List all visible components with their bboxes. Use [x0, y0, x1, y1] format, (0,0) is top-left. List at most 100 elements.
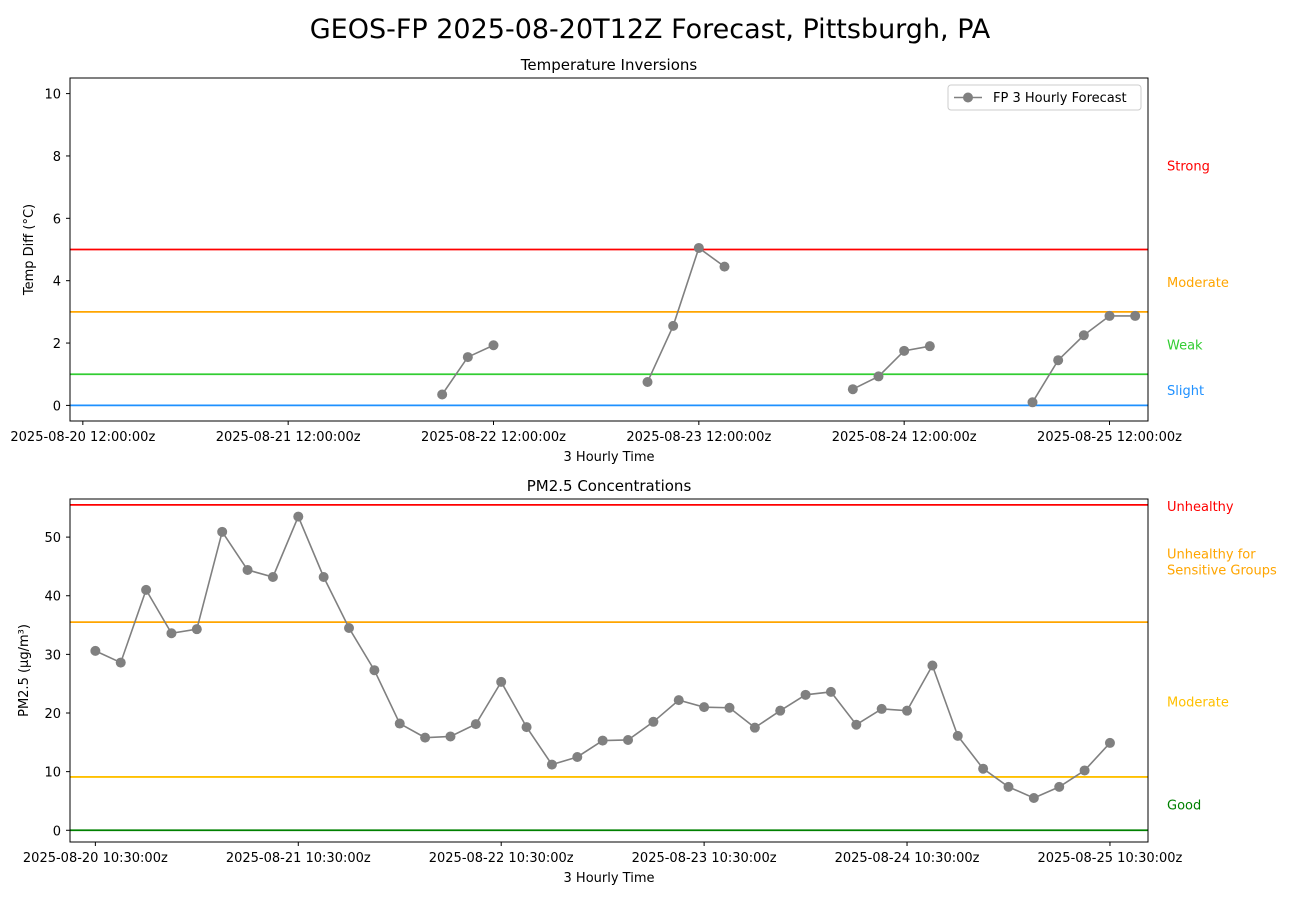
temp-data-point [924, 341, 935, 352]
pm25-data-point [191, 624, 202, 635]
temp-category-label: Slight [1167, 384, 1204, 399]
pm25-data-point [115, 657, 126, 668]
temp-y-tick-label: 4 [53, 275, 61, 290]
temp-data-point [642, 377, 653, 388]
pm25-data-point [597, 735, 608, 746]
pm25-data-point [724, 702, 735, 713]
pm25-y-tick-label: 20 [44, 707, 61, 722]
temp-axes-frame [69, 77, 1149, 422]
figure-title: GEOS-FP 2025-08-20T12Z Forecast, Pittsbu… [309, 14, 991, 45]
pm25-data-point [293, 511, 304, 522]
temp-series-line [1031, 315, 1136, 403]
pm25-data-point [775, 705, 786, 716]
legend-marker-swatch [963, 92, 973, 103]
pm25-category-label: Unhealthy [1167, 500, 1234, 515]
pm25-data-point [876, 703, 887, 714]
pm25-series-line [95, 514, 1111, 799]
pm25-data-point [242, 564, 253, 575]
pm25-x-tick-label: 2025-08-22 10:30:00z [429, 851, 574, 866]
temp-series-line [646, 246, 725, 383]
pm25-x-tick-label: 2025-08-24 10:30:00z [835, 851, 980, 866]
pm25-data-point [1003, 781, 1014, 792]
pm25-panel-title: PM2.5 Concentrations [527, 477, 692, 495]
pm25-data-point [699, 702, 710, 713]
pm25-data-point [90, 645, 101, 656]
pm25-data-point [1079, 765, 1090, 776]
pm25-x-tick-label: 2025-08-21 10:30:00z [226, 851, 371, 866]
pm25-data-point [521, 722, 532, 733]
pm25-category-label: Unhealthy for [1167, 548, 1256, 563]
pm25-data-point [851, 719, 862, 730]
temp-data-point [1104, 310, 1115, 321]
pm25-data-point [927, 660, 938, 671]
pm25-data-point [1054, 781, 1065, 792]
pm25-category-label: Good [1167, 798, 1201, 813]
pm25-y-tick-label: 0 [53, 824, 61, 839]
temp-category-label: Weak [1167, 339, 1203, 354]
temp-category-label: Moderate [1167, 276, 1229, 291]
temp-data-point [899, 345, 910, 356]
temp-legend: FP 3 Hourly Forecast [947, 84, 1142, 111]
pm25-data-point [318, 571, 329, 582]
temp-data-point [1078, 330, 1089, 341]
pm25-data-point [344, 622, 355, 633]
temp-data-point [1053, 355, 1064, 366]
pm25-data-point [394, 718, 405, 729]
pm25-data-point [902, 705, 913, 716]
pm25-y-tick-label: 30 [44, 648, 61, 663]
temp-data-point [668, 320, 679, 331]
pm25-data-point [141, 584, 152, 595]
temp-panel-title: Temperature Inversions [520, 56, 698, 74]
pm25-data-point [1028, 793, 1039, 804]
pm25-data-point [623, 734, 634, 745]
pm25-data-point [1104, 737, 1115, 748]
temp-data-point [693, 242, 704, 253]
pm25-x-tick-label: 2025-08-25 10:30:00z [1037, 851, 1182, 866]
pm25-data-point [749, 722, 760, 733]
temp-y-tick-label: 2 [53, 337, 61, 352]
pm25-y-tick-label: 10 [44, 766, 61, 781]
pm25-data-point [572, 751, 583, 762]
temp-y-axis-label: Temp Diff (°C) [22, 204, 37, 296]
temp-y-tick-label: 6 [53, 212, 61, 227]
pm25-x-tick-label: 2025-08-20 10:30:00z [23, 851, 168, 866]
pm25-y-axis-label: PM2.5 (μg/m³) [17, 624, 32, 717]
temp-y-tick-label: 10 [44, 88, 61, 103]
pm25-panel: PM2.5 Concentrations Unhealthy Unhealthy f… [17, 477, 1277, 886]
temp-data-point [719, 261, 730, 272]
temp-data-point [488, 340, 499, 351]
pm25-data-point [445, 731, 456, 742]
temp-y-tick-label: 0 [53, 399, 61, 414]
temp-data-point [873, 371, 884, 382]
temp-x-tick-label: 2025-08-25 12:00:00z [1037, 430, 1182, 445]
pm25-data-point [978, 763, 989, 774]
legend-entry-label: FP 3 Hourly Forecast [993, 91, 1127, 106]
pm25-data-point [800, 689, 811, 700]
temp-data-point [1130, 310, 1141, 321]
pm25-data-point [825, 686, 836, 697]
temp-x-tick-label: 2025-08-22 12:00:00z [421, 430, 566, 445]
temp-x-tick-label: 2025-08-24 12:00:00z [832, 430, 977, 445]
pm25-category-label: Moderate [1167, 695, 1229, 710]
pm25-data-point [420, 732, 431, 743]
pm25-axes-frame [69, 498, 1149, 843]
pm25-y-tick-label: 40 [44, 590, 61, 605]
temp-data-point [462, 352, 473, 363]
pm25-data-point [546, 759, 557, 770]
temp-data-point [847, 384, 858, 395]
temp-y-tick-label: 8 [53, 150, 61, 165]
temp-data-point [437, 389, 448, 400]
pm25-data-point [673, 695, 684, 706]
pm25-data-point [648, 716, 659, 727]
pm25-data-point [952, 730, 963, 741]
temp-category-label: Strong [1167, 159, 1210, 174]
pm25-category-label: Sensitive Groups [1167, 563, 1277, 578]
pm25-data-point [166, 628, 177, 639]
pm25-data-point [217, 526, 228, 537]
pm25-data-point [470, 719, 481, 730]
temp-x-tick-label: 2025-08-21 12:00:00z [216, 430, 361, 445]
pm25-data-point [369, 665, 380, 676]
legend-box [947, 84, 1142, 111]
pm25-x-axis-label: 3 Hourly Time [564, 871, 655, 886]
